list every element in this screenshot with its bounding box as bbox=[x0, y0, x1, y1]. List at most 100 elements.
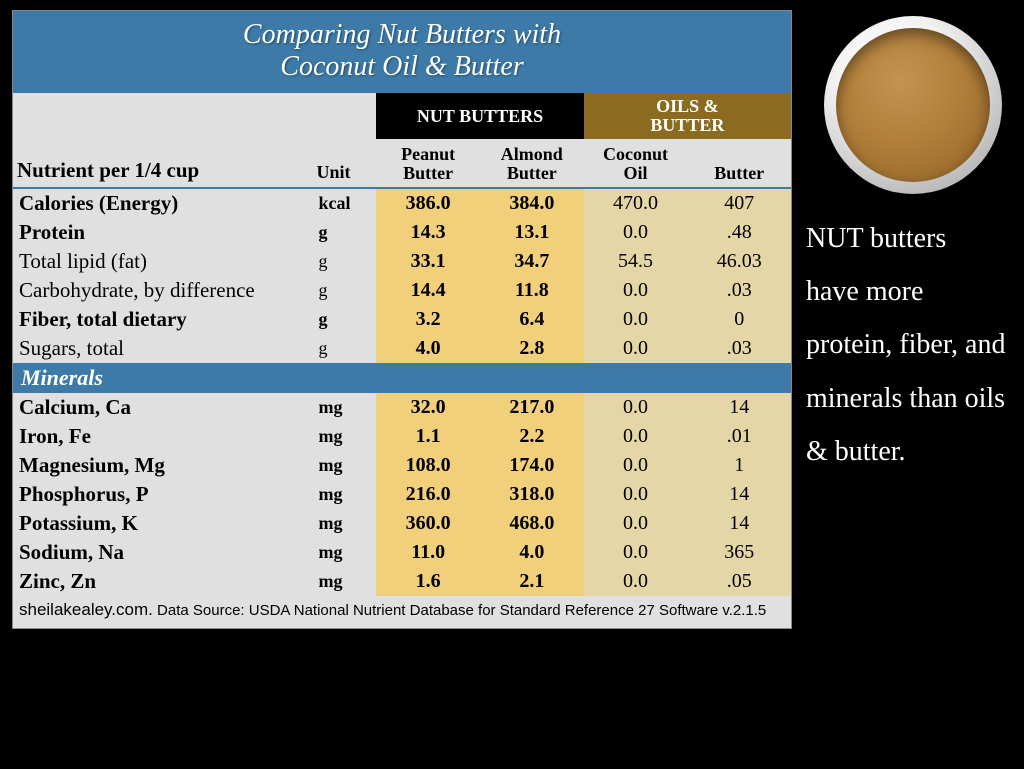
column-header-row: Nutrient per 1/4 cup Unit PeanutButter A… bbox=[13, 139, 791, 188]
value-peanut: 32.0 bbox=[376, 393, 480, 422]
nutrient-unit: g bbox=[313, 334, 377, 363]
nutrient-name: Sugars, total bbox=[13, 334, 313, 363]
column-group-row: NUT BUTTERS OILS & BUTTER bbox=[13, 93, 791, 139]
nutrient-name: Potassium, K bbox=[13, 509, 313, 538]
value-coconut: 0.0 bbox=[584, 305, 688, 334]
value-peanut: 4.0 bbox=[376, 334, 480, 363]
value-butter: 365 bbox=[687, 538, 791, 567]
group-nut-butters: NUT BUTTERS bbox=[376, 93, 583, 139]
value-almond: 13.1 bbox=[480, 218, 584, 247]
value-almond: 318.0 bbox=[480, 480, 584, 509]
value-coconut: 0.0 bbox=[584, 393, 688, 422]
table-row: Sugars, totalg4.02.80.0.03 bbox=[13, 334, 791, 363]
nutrient-unit: mg bbox=[313, 451, 377, 480]
title-line1: Comparing Nut Butters with bbox=[243, 19, 561, 50]
table-row: Zinc, Znmg1.62.10.0.05 bbox=[13, 567, 791, 596]
value-almond: 6.4 bbox=[480, 305, 584, 334]
infographic-panel: Comparing Nut Butters with Coconut Oil &… bbox=[12, 10, 792, 629]
value-peanut: 33.1 bbox=[376, 247, 480, 276]
value-butter: 46.03 bbox=[687, 247, 791, 276]
footer-site: sheilakealey.com. bbox=[19, 600, 153, 619]
nutrient-name: Total lipid (fat) bbox=[13, 247, 313, 276]
nutrient-name: Carbohydrate, by difference bbox=[13, 276, 313, 305]
value-butter: 0 bbox=[687, 305, 791, 334]
table-row: Sodium, Namg11.04.00.0365 bbox=[13, 538, 791, 567]
nutrient-name: Fiber, total dietary bbox=[13, 305, 313, 334]
value-coconut: 0.0 bbox=[584, 480, 688, 509]
value-coconut: 470.0 bbox=[584, 188, 688, 218]
value-peanut: 360.0 bbox=[376, 509, 480, 538]
minerals-section: Calcium, Camg32.0217.00.014Iron, Femg1.1… bbox=[13, 393, 791, 596]
nutrient-unit: mg bbox=[313, 538, 377, 567]
value-almond: 4.0 bbox=[480, 538, 584, 567]
header-nutrient: Nutrient per 1/4 cup bbox=[13, 139, 313, 188]
value-peanut: 1.6 bbox=[376, 567, 480, 596]
title-bar: Comparing Nut Butters with Coconut Oil &… bbox=[13, 11, 791, 93]
minerals-band: Minerals bbox=[13, 363, 791, 393]
header-unit: Unit bbox=[313, 139, 377, 188]
table-row: Magnesium, Mgmg108.0174.00.01 bbox=[13, 451, 791, 480]
value-butter: 407 bbox=[687, 188, 791, 218]
value-almond: 468.0 bbox=[480, 509, 584, 538]
group-oils-butter: OILS & BUTTER bbox=[584, 93, 791, 139]
value-almond: 2.1 bbox=[480, 567, 584, 596]
value-peanut: 14.3 bbox=[376, 218, 480, 247]
value-peanut: 1.1 bbox=[376, 422, 480, 451]
value-butter: .01 bbox=[687, 422, 791, 451]
value-almond: 11.8 bbox=[480, 276, 584, 305]
value-butter: .48 bbox=[687, 218, 791, 247]
nutrient-name: Calcium, Ca bbox=[13, 393, 313, 422]
nutrient-unit: mg bbox=[313, 509, 377, 538]
value-peanut: 14.4 bbox=[376, 276, 480, 305]
nutrient-name: Magnesium, Mg bbox=[13, 451, 313, 480]
value-coconut: 0.0 bbox=[584, 334, 688, 363]
header-peanut-butter: PeanutButter bbox=[376, 139, 480, 188]
energy-section: Calories (Energy)kcal386.0384.0470.0407P… bbox=[13, 188, 791, 363]
value-coconut: 0.0 bbox=[584, 218, 688, 247]
value-peanut: 108.0 bbox=[376, 451, 480, 480]
value-coconut: 0.0 bbox=[584, 451, 688, 480]
value-peanut: 216.0 bbox=[376, 480, 480, 509]
table-row: Proteing14.313.10.0.48 bbox=[13, 218, 791, 247]
nutrient-unit: mg bbox=[313, 422, 377, 451]
value-butter: 14 bbox=[687, 509, 791, 538]
value-almond: 2.2 bbox=[480, 422, 584, 451]
table-row: Total lipid (fat)g33.134.754.546.03 bbox=[13, 247, 791, 276]
nutrient-unit: g bbox=[313, 276, 377, 305]
value-coconut: 54.5 bbox=[584, 247, 688, 276]
title-line2: Coconut Oil & Butter bbox=[280, 51, 523, 82]
nut-butter-bowl-icon bbox=[824, 16, 1002, 194]
nutrient-name: Zinc, Zn bbox=[13, 567, 313, 596]
nutrient-unit: kcal bbox=[313, 188, 377, 218]
value-peanut: 386.0 bbox=[376, 188, 480, 218]
nutrient-unit: g bbox=[313, 247, 377, 276]
value-almond: 2.8 bbox=[480, 334, 584, 363]
table-row: Phosphorus, Pmg216.0318.00.014 bbox=[13, 480, 791, 509]
table-row: Carbohydrate, by differenceg14.411.80.0.… bbox=[13, 276, 791, 305]
value-butter: .05 bbox=[687, 567, 791, 596]
value-coconut: 0.0 bbox=[584, 567, 688, 596]
nutrient-name: Sodium, Na bbox=[13, 538, 313, 567]
value-butter: .03 bbox=[687, 276, 791, 305]
value-butter: 1 bbox=[687, 451, 791, 480]
nutrient-name: Iron, Fe bbox=[13, 422, 313, 451]
header-butter: Butter bbox=[687, 139, 791, 188]
value-peanut: 3.2 bbox=[376, 305, 480, 334]
value-almond: 174.0 bbox=[480, 451, 584, 480]
value-butter: 14 bbox=[687, 480, 791, 509]
table-row: Iron, Femg1.12.20.0.01 bbox=[13, 422, 791, 451]
nutrient-unit: mg bbox=[313, 393, 377, 422]
table-row: Potassium, Kmg360.0468.00.014 bbox=[13, 509, 791, 538]
value-almond: 384.0 bbox=[480, 188, 584, 218]
header-coconut-oil: CoconutOil bbox=[584, 139, 688, 188]
side-callout-text: NUT butters have more protein, fiber, an… bbox=[806, 212, 1006, 478]
nutrient-name: Phosphorus, P bbox=[13, 480, 313, 509]
value-coconut: 0.0 bbox=[584, 538, 688, 567]
nutrient-name: Protein bbox=[13, 218, 313, 247]
value-almond: 217.0 bbox=[480, 393, 584, 422]
nutrient-unit: mg bbox=[313, 480, 377, 509]
nutrient-unit: g bbox=[313, 305, 377, 334]
header-almond-butter: AlmondButter bbox=[480, 139, 584, 188]
table-row: Fiber, total dietaryg3.26.40.00 bbox=[13, 305, 791, 334]
value-coconut: 0.0 bbox=[584, 422, 688, 451]
